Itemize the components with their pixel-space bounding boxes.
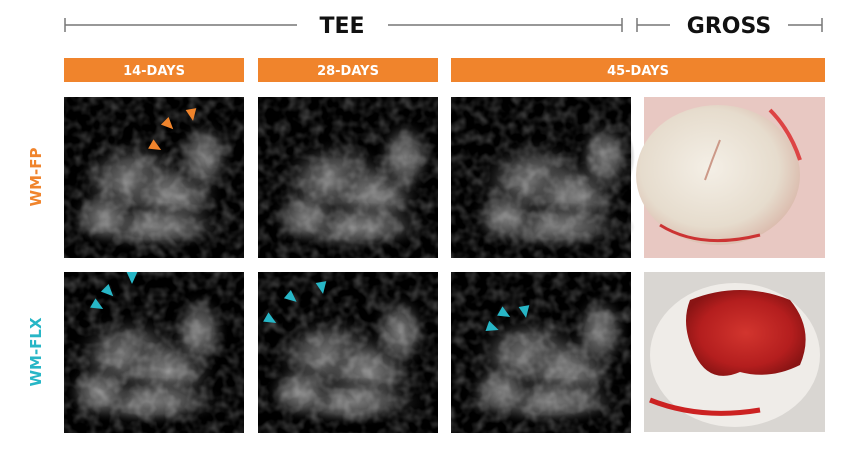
speckle [64,272,244,433]
column-bar [451,58,825,82]
ultrasound-image [451,272,631,433]
arrowhead [518,305,530,318]
arrowhead [90,298,104,309]
ultrasound-image [258,97,438,258]
speckle [258,97,438,258]
speckle [64,97,244,258]
header-brackets [64,18,823,32]
column-label: 45-DAYS [607,64,669,79]
header-gross: GROSS [687,14,771,39]
arrowhead [497,306,511,317]
speckle [258,272,438,433]
arrowhead [185,108,197,121]
ultrasound-image [258,272,438,433]
arrowhead [160,116,174,130]
column-bar [258,58,438,82]
gross-photo [644,272,825,432]
row-label: WM-FLX [27,317,45,387]
arrowhead [148,139,162,150]
arrowhead [283,290,297,302]
speckle [451,272,631,433]
speckle [451,97,631,258]
arrowhead [126,272,138,284]
ultrasound-image [64,272,244,433]
column-label: 28-DAYS [317,64,379,79]
arrowhead [485,320,499,332]
arrowhead [263,312,277,323]
ultrasound-images [64,97,805,433]
arrowhead [315,281,327,294]
header-tee: TEE [319,14,364,39]
column-bar [64,58,244,82]
ultrasound-image [451,97,635,258]
ultrasound-image [64,97,244,258]
gross-photo [636,97,825,258]
column-label: 14-DAYS [123,64,185,79]
row-label: WM-FP [27,148,45,207]
arrowhead [100,283,114,297]
